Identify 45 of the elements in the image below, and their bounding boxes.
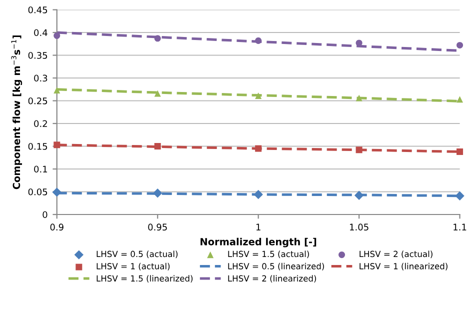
y-tick-label: 0.2 [34, 120, 47, 128]
y-tick-label: 0.4 [34, 29, 48, 36]
y-tick-label: 0.35 [28, 52, 48, 59]
point [54, 32, 60, 39]
y-tick-label: 0 [42, 211, 48, 218]
point [356, 146, 362, 154]
point [154, 35, 161, 42]
x-tick-label: 0.95 [148, 224, 167, 231]
y-axis-title: Component flow [kg m$^{−3}$s$^{−1}$] [11, 35, 22, 190]
point [456, 96, 464, 103]
point [356, 40, 362, 46]
y-tick-label: 0.15 [28, 142, 48, 150]
point [153, 188, 162, 198]
y-tick-label: 0.25 [28, 97, 48, 104]
y-tick-label: 0.3 [34, 74, 48, 82]
y-tick-label: 0.05 [28, 188, 48, 196]
legend-label: LHSV = 1.5 (linearized) [96, 275, 193, 283]
point [54, 142, 60, 148]
y-tick-label: 0.45 [28, 6, 48, 14]
point [456, 148, 464, 155]
point [356, 94, 362, 102]
point [52, 188, 62, 197]
legend-label: LHSV = 0.5 (actual) [96, 250, 178, 258]
x-axis-title: Normalized length [-] [200, 238, 316, 248]
y-tick-label: 0.1 [34, 166, 48, 173]
point [354, 190, 364, 200]
x-tick-label: 0.9 [50, 224, 64, 231]
point [54, 87, 60, 94]
legend-label: LHSV = 0.5 (linearized) [228, 262, 324, 270]
point [154, 90, 161, 97]
x-tick-label: 1.05 [350, 224, 368, 231]
point [255, 37, 262, 44]
legend-label: LHSV = 2 (linearized) [228, 275, 316, 283]
point [456, 42, 464, 48]
legend-label: LHSV = 1 (actual) [96, 262, 170, 270]
legend-label: LHSV = 1.5 (actual) [228, 250, 309, 258]
point [254, 190, 263, 200]
point [255, 145, 262, 152]
x-tick-label: 1 [256, 224, 260, 230]
x-tick-label: 1.1 [454, 224, 466, 230]
point [455, 191, 464, 200]
legend-label: LHSV = 1 (linearized) [360, 262, 448, 270]
point [255, 92, 262, 99]
point [154, 142, 161, 150]
legend-label: LHSV = 2 (actual) [360, 250, 432, 258]
